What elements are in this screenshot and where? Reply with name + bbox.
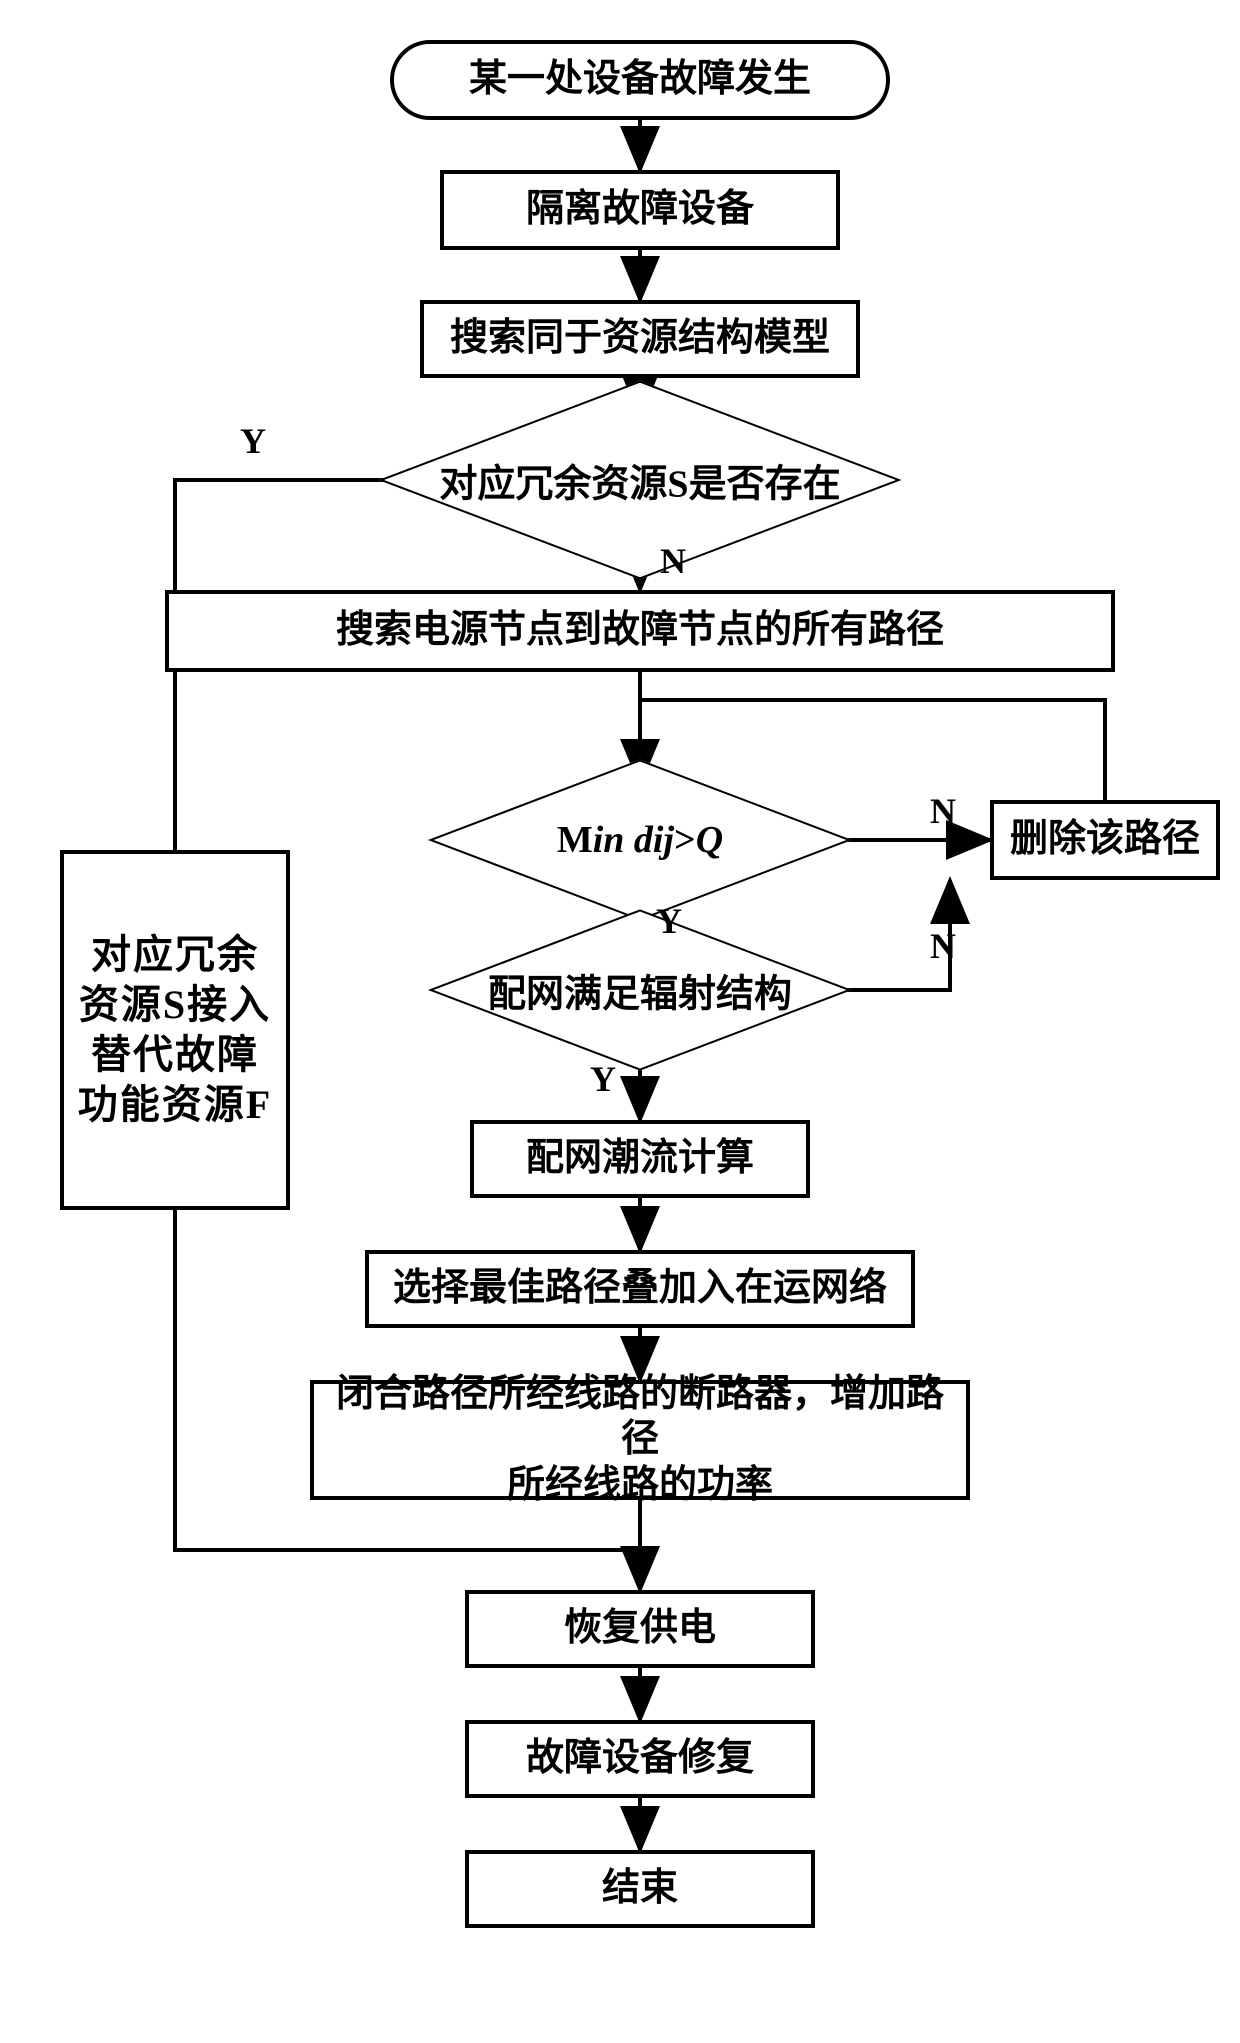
node-label: 某一处设备故障发生 — [469, 57, 811, 103]
node-label: 搜索电源节点到故障节点的所有路径 — [336, 608, 944, 654]
node-end: 结束 — [465, 1850, 815, 1928]
node-label: 对应冗余资源S接入替代故障功能资源F — [78, 930, 272, 1130]
edge-label-d2_y: Y — [656, 900, 682, 942]
connector — [790, 880, 950, 990]
node-label: 故障设备修复 — [526, 1736, 754, 1782]
node-side: 对应冗余资源S接入替代故障功能资源F — [60, 850, 290, 1210]
decision-label: 对应冗余资源S是否存在 — [439, 453, 840, 508]
node-isolate: 隔离故障设备 — [440, 170, 840, 250]
node-label: 恢复供电 — [564, 1606, 716, 1652]
edge-label-d2_n: N — [930, 790, 956, 832]
node-start: 某一处设备故障发生 — [390, 40, 890, 120]
node-restore: 恢复供电 — [465, 1590, 815, 1668]
edge-label-d1_y: Y — [240, 420, 266, 462]
node-label: 配网潮流计算 — [526, 1136, 754, 1182]
decision-label: 配网满足辐射结构 — [488, 963, 792, 1018]
node-search_paths: 搜索电源节点到故障节点的所有路径 — [165, 590, 1115, 672]
node-label: 选择最佳路径叠加入在运网络 — [393, 1266, 887, 1312]
node-flow_calc: 配网潮流计算 — [470, 1120, 810, 1198]
node-select_best: 选择最佳路径叠加入在运网络 — [365, 1250, 915, 1328]
node-label: 删除该路径 — [1010, 817, 1200, 863]
node-repair: 故障设备修复 — [465, 1720, 815, 1798]
node-close_breaker: 闭合路径所经线路的断路器，增加路径所经线路的功率 — [310, 1380, 970, 1500]
edge-label-d3_n: N — [930, 925, 956, 967]
edge-label-d3_y: Y — [590, 1058, 616, 1100]
edge-label-d1_n: N — [660, 540, 686, 582]
node-label: 隔离故障设备 — [526, 187, 754, 233]
node-label: 结束 — [602, 1866, 678, 1912]
node-delete: 删除该路径 — [990, 800, 1220, 880]
node-label: 闭合路径所经线路的断路器，增加路径所经线路的功率 — [320, 1372, 960, 1509]
decision-d3: 配网满足辐射结构 — [490, 840, 790, 1140]
